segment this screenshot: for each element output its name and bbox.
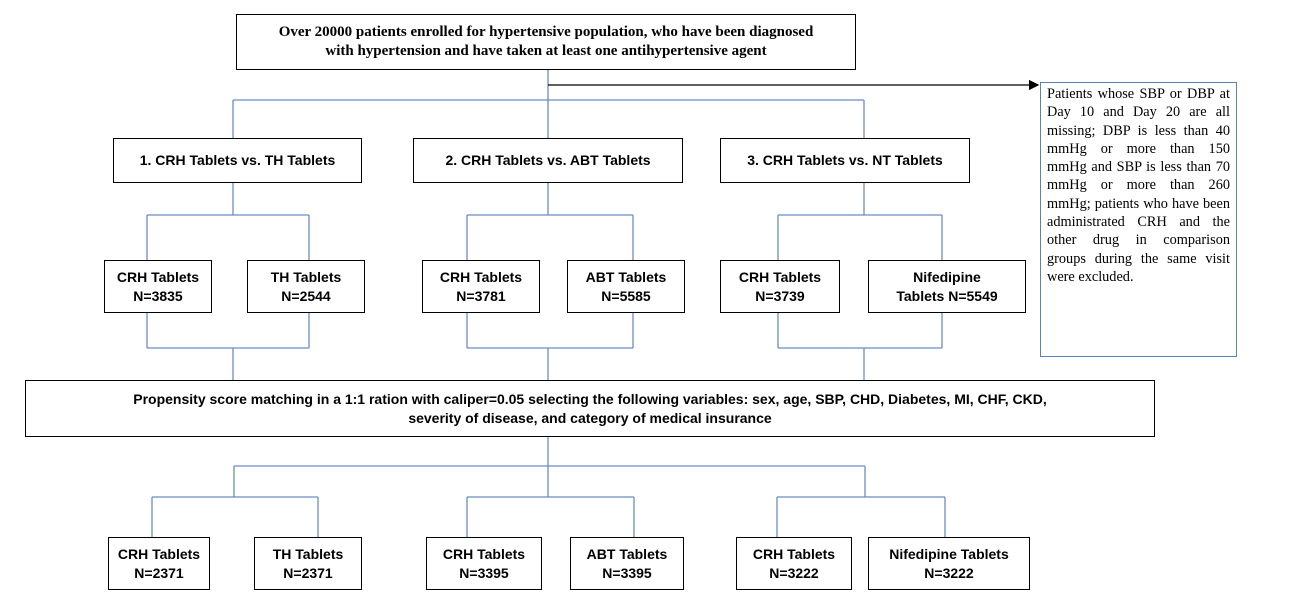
group-line: CRH Tablets [116,268,200,285]
group-box: Nifedipine Tablets N=5549 [868,260,1026,313]
group-line: Tablets N=5549 [896,287,998,304]
comparison-box: 1. CRH Tablets vs. TH Tablets [113,138,362,183]
group-line: N=3781 [456,287,506,304]
group-line: Nifedipine [913,268,981,285]
psm-box: Propensity score matching in a 1:1 ratio… [25,380,1155,437]
group-line: N=3739 [755,287,805,304]
group-line: N=3395 [459,564,509,581]
group-line: CRH Tablets [442,545,526,562]
group-line: TH Tablets [270,268,342,285]
group-line: N=3395 [602,564,652,581]
group-box: ABT Tablets N=5585 [567,260,685,313]
group-line: N=3835 [133,287,183,304]
comparison-label: 1. CRH Tablets vs. TH Tablets [139,152,336,168]
comparison-box: 2. CRH Tablets vs. ABT Tablets [413,138,683,183]
group-line: N=5585 [601,287,651,304]
group-box: CRH Tablets N=3781 [422,260,540,313]
comparison-label: 3. CRH Tablets vs. NT Tablets [747,152,943,168]
top-line: with hypertension and have taken at leas… [325,43,767,59]
exclusion-box: Patients whose SBP or DBP at Day 10 and … [1040,82,1237,357]
group-box: TH Tablets N=2544 [247,260,365,313]
group-line: Nifedipine Tablets [889,545,1009,562]
group-box: CRH Tablets N=2371 [108,537,210,590]
group-box: CRH Tablets N=3222 [736,537,852,590]
group-line: ABT Tablets [585,268,667,285]
lines [146,70,1040,537]
group-box: CRH Tablets N=3739 [720,260,840,313]
group-line: ABT Tablets [586,545,668,562]
group-box: TH Tablets N=2371 [254,537,362,590]
group-line: CRH Tablets [752,545,836,562]
psm-line: Propensity score matching in a 1:1 ratio… [133,390,1047,407]
group-line: CRH Tablets [439,268,523,285]
group-line: N=3222 [924,564,974,581]
group-line: N=2371 [134,564,184,581]
group-line: N=2371 [283,564,333,581]
group-box: CRH Tablets N=3835 [104,260,212,313]
group-box: CRH Tablets N=3395 [426,537,542,590]
psm-line: severity of disease, and category of med… [408,409,772,426]
group-line: CRH Tablets [117,545,201,562]
comparison-box: 3. CRH Tablets vs. NT Tablets [720,138,970,183]
group-line: N=3222 [769,564,819,581]
top-line: Over 20000 patients enrolled for hyperte… [278,24,814,40]
top-box: Over 20000 patients enrolled for hyperte… [236,14,856,70]
group-line: TH Tablets [272,545,344,562]
comparison-label: 2. CRH Tablets vs. ABT Tablets [445,152,651,168]
group-line: CRH Tablets [738,268,822,285]
group-box: Nifedipine Tablets N=3222 [868,537,1030,590]
group-box: ABT Tablets N=3395 [570,537,684,590]
group-line: N=2544 [281,287,331,304]
